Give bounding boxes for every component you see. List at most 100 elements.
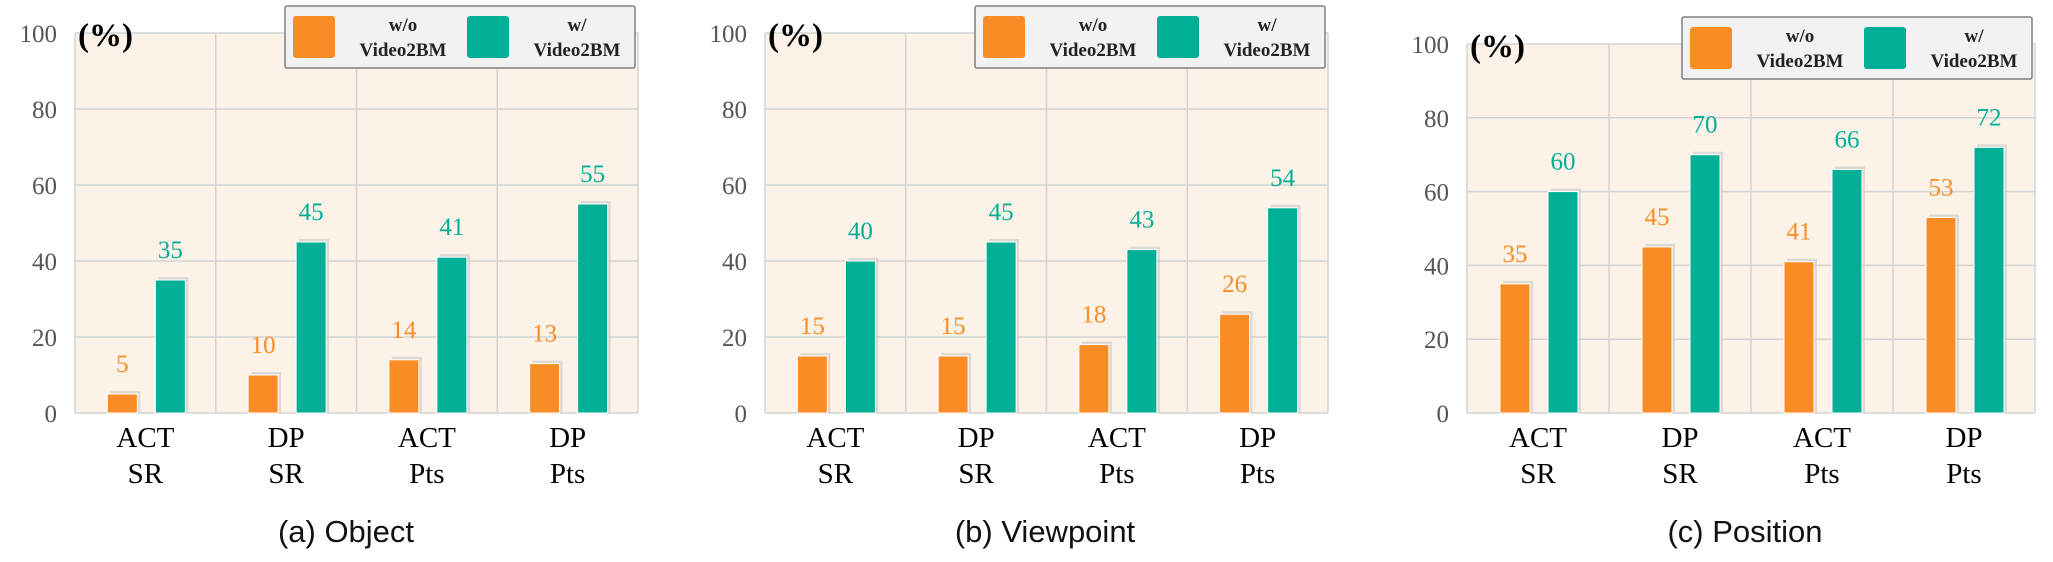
x-tick-label: SR — [958, 458, 994, 490]
bar-value-label: 26 — [1222, 271, 1247, 298]
bar-value-label: 66 — [1835, 126, 1860, 153]
x-tick-label: DP — [1239, 422, 1276, 454]
legend-label: w/ — [1258, 15, 1278, 36]
legend-box — [284, 5, 636, 69]
legend-label: Video2BM — [1757, 51, 1844, 72]
bar-value-label: 72 — [1977, 104, 2002, 131]
x-tick-label: Pts — [550, 458, 585, 490]
y-tick-label: 80 — [722, 97, 747, 124]
x-tick-label: Pts — [1240, 458, 1275, 490]
bar-with — [577, 203, 609, 414]
x-tick-label: Pts — [409, 458, 444, 490]
y-tick-label: 60 — [32, 173, 57, 200]
legend-label: Video2BM — [360, 40, 447, 61]
bar-without — [796, 355, 828, 414]
x-tick-label: ACT — [1509, 422, 1567, 454]
x-tick-label: ACT — [806, 422, 864, 454]
bar-value-label: 45 — [1645, 204, 1670, 231]
bar-without — [388, 359, 420, 414]
x-tick-label: Pts — [1946, 458, 1981, 490]
y-tick-label: 80 — [1424, 106, 1449, 133]
y-tick-label: 20 — [32, 325, 57, 352]
bar-without — [1078, 344, 1110, 414]
bar-with — [154, 279, 186, 414]
y-tick-label: 40 — [1424, 253, 1449, 280]
unit-label: (%) — [768, 18, 823, 54]
bar-with — [1126, 249, 1158, 414]
bar-with — [295, 241, 327, 414]
bar-without — [247, 374, 279, 414]
bar-without — [1219, 313, 1251, 414]
bar-value-label: 45 — [989, 199, 1014, 226]
bar-value-label: 54 — [1270, 165, 1296, 192]
chart-viewpoint: 0 20 40 60 80 100 15 15 18 26 40 45 43 54 ACT SR DP SR ACT… — [710, 5, 1329, 549]
x-tick-label: ACT — [398, 422, 456, 454]
bar-value-label: 40 — [848, 218, 873, 245]
legend-box — [1681, 16, 2033, 80]
bar-value-label: 35 — [1503, 241, 1528, 268]
legend-swatch-without — [293, 16, 335, 58]
x-tick-label: ACT — [116, 422, 174, 454]
y-tick-label: 80 — [32, 97, 57, 124]
unit-label: (%) — [78, 18, 133, 54]
x-tick-label: ACT — [1793, 422, 1851, 454]
bar-with — [1689, 154, 1721, 414]
chart-caption: (b) Viewpoint — [955, 514, 1136, 549]
y-tick-label: 20 — [1424, 327, 1449, 354]
bar-without — [1925, 216, 1957, 414]
legend-label: w/o — [1786, 26, 1815, 47]
bar-with — [1973, 146, 2005, 414]
bar-without — [1499, 283, 1531, 414]
bar-with — [1547, 191, 1579, 414]
y-tick-label: 40 — [32, 249, 57, 276]
x-tick-label: DP — [958, 422, 995, 454]
y-tick-label: 100 — [20, 21, 58, 48]
bar-value-label: 60 — [1551, 149, 1576, 176]
legend-label: Video2BM — [1050, 40, 1137, 61]
y-tick-label: 20 — [722, 325, 747, 352]
legend: w/o Video2BM w/Video2BM — [284, 5, 636, 69]
x-tick-label: Pts — [1099, 458, 1134, 490]
legend-label: w/o — [389, 15, 418, 36]
x-tick-label: SR — [268, 458, 304, 490]
legend: w/o Video2BM w/Video2BM — [974, 5, 1326, 69]
bar-without — [106, 393, 138, 414]
bar-without — [529, 363, 561, 414]
chart-position: 0 20 40 60 80 100 35 45 41 53 60 70 66 72 ACT SR DP SR ACT… — [1412, 16, 2036, 549]
y-tick-label: 100 — [1412, 32, 1450, 59]
y-tick-label: 0 — [1437, 401, 1450, 428]
legend-label: w/ — [1965, 26, 1985, 47]
legend-swatch-with — [1864, 27, 1906, 69]
x-tick-label: DP — [1661, 422, 1698, 454]
bar-value-label: 5 — [116, 351, 129, 378]
bar-with — [1267, 207, 1299, 414]
x-tick-label: DP — [549, 422, 586, 454]
y-tick-label: 0 — [45, 401, 58, 428]
bar-value-label: 70 — [1693, 112, 1718, 139]
legend-swatch-with — [467, 16, 509, 58]
bar-with — [985, 241, 1017, 414]
bar-without — [1641, 246, 1673, 414]
bar-with — [436, 256, 468, 414]
legend-label: Video2BM — [1224, 40, 1311, 61]
unit-label: (%) — [1470, 29, 1525, 65]
bar-value-label: 55 — [580, 161, 605, 188]
bar-value-label: 43 — [1129, 207, 1154, 234]
legend-swatch-with — [1157, 16, 1199, 58]
bar-with — [844, 260, 876, 414]
legend-label: w/ — [568, 15, 588, 36]
legend-label: Video2BM — [534, 40, 621, 61]
y-tick-label: 60 — [722, 173, 747, 200]
legend-swatch-without — [983, 16, 1025, 58]
bar-value-label: 53 — [1929, 174, 1954, 201]
legend-label: w/o — [1079, 15, 1108, 36]
bar-value-label: 10 — [251, 332, 276, 359]
x-tick-label: SR — [1662, 458, 1698, 490]
bar-value-label: 13 — [532, 321, 557, 348]
bar-value-label: 18 — [1081, 302, 1106, 329]
x-tick-label: DP — [268, 422, 305, 454]
bar-without — [1783, 261, 1815, 414]
chart-object: 0 20 40 60 80 100 5 10 14 13 35 45 41 55 ACT SR DP SR ACT P… — [20, 5, 639, 549]
y-tick-label: 0 — [735, 401, 748, 428]
